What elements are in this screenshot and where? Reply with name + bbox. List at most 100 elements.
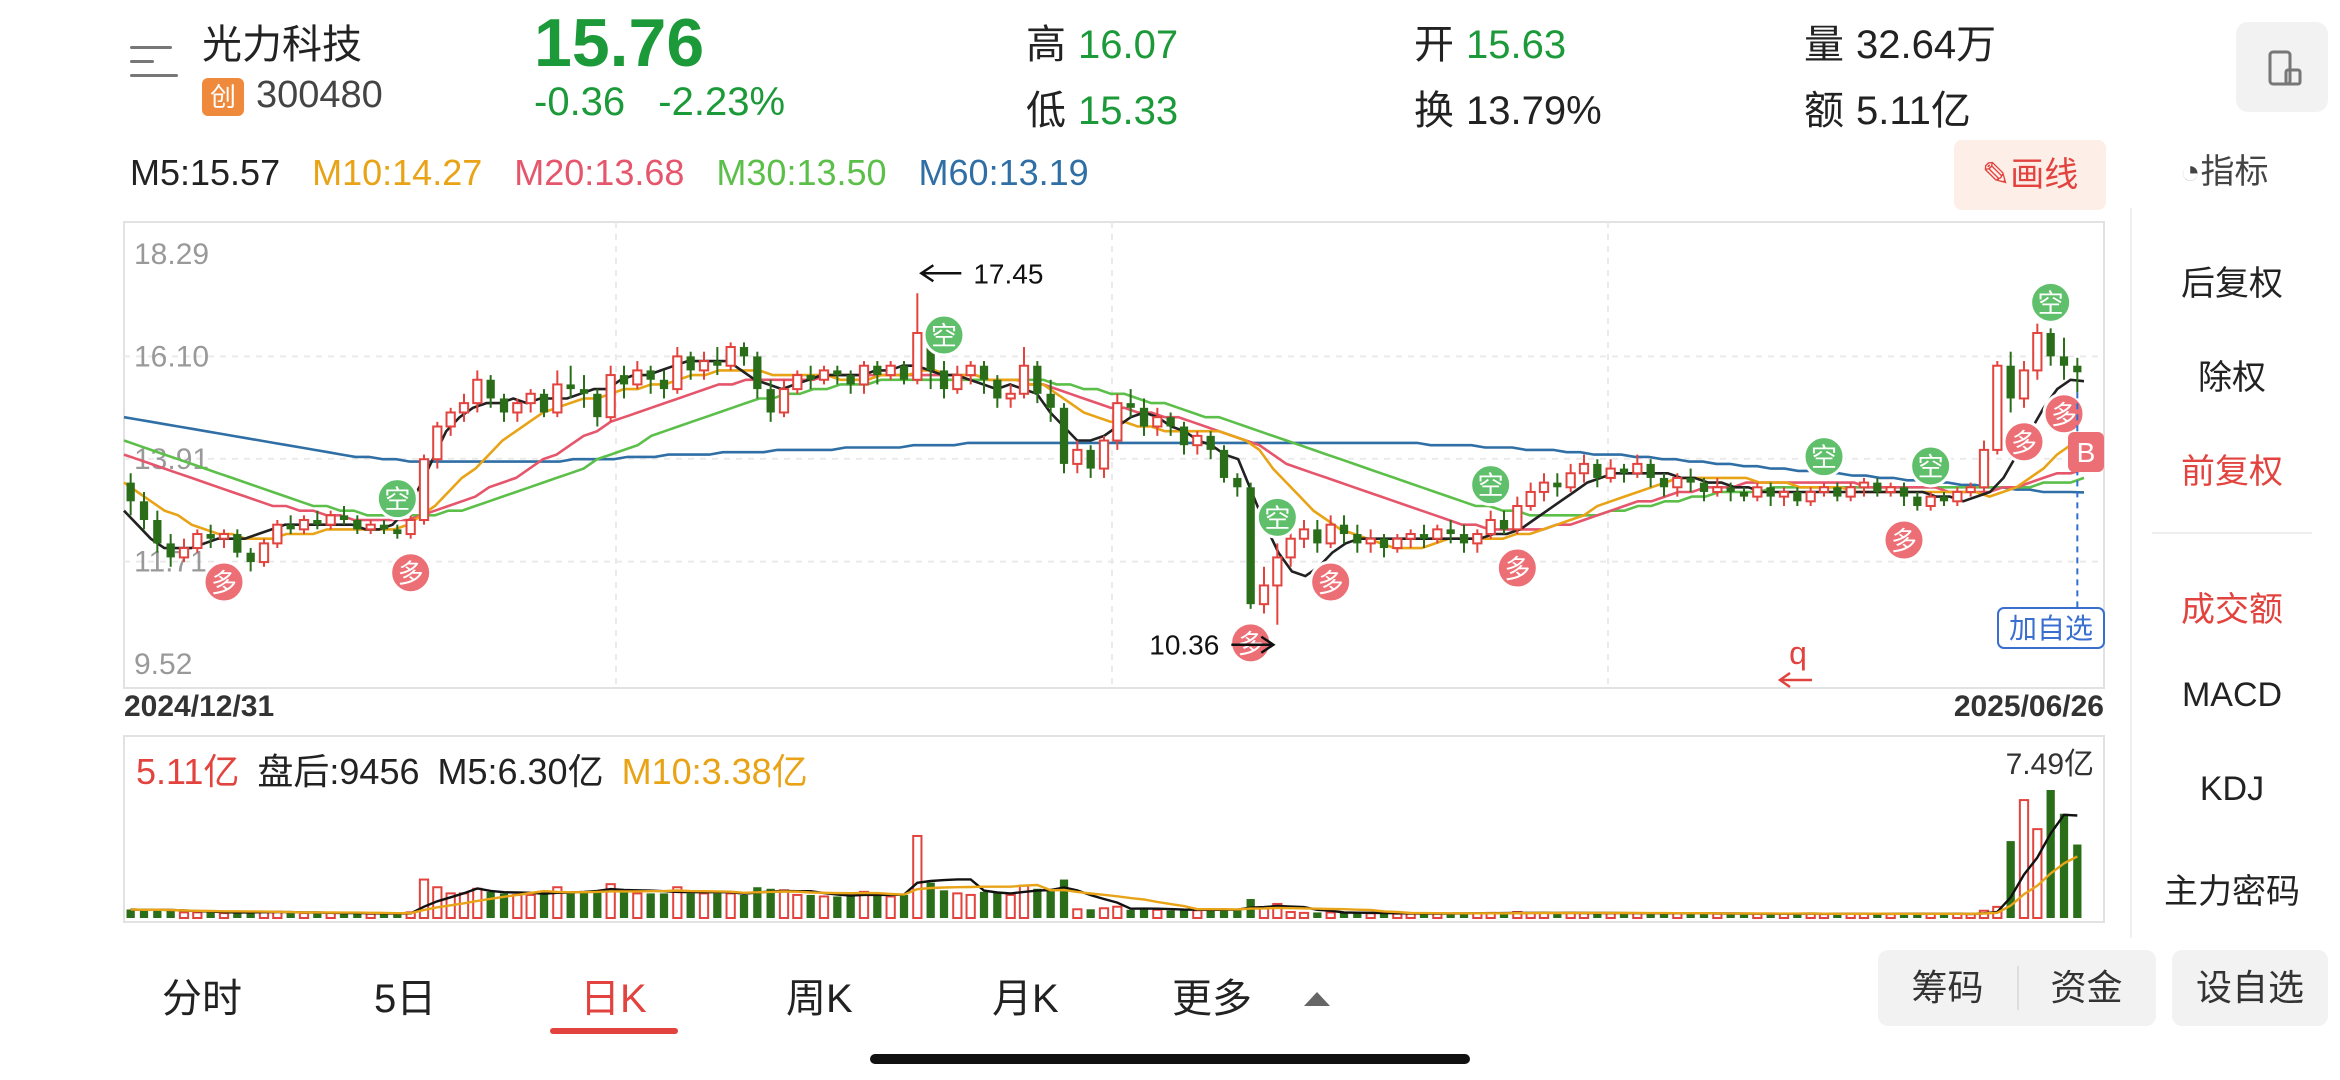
candle-body [698,360,710,372]
candle-body [552,383,563,414]
volume-bar [1298,911,1310,920]
volume-max-label: 7.49亿 [2006,748,2094,781]
volume-bar [1553,913,1562,918]
volume-bar [1459,912,1469,918]
tab-weekly-k[interactable]: 周K [786,977,853,1021]
volume-bar [1379,913,1389,918]
candle-body [778,388,790,414]
volume-bar [1192,909,1203,920]
tab-intraday[interactable]: 分时 [162,977,242,1021]
candle-body [1472,533,1483,545]
volume-bar [458,892,470,919]
side-item-ex-rights[interactable]: 除权 [2198,359,2266,397]
candle-body [725,346,736,367]
volume-bar [486,891,495,918]
volume-bar [472,887,483,920]
tab-5day[interactable]: 5日 [374,977,437,1021]
high-arrow-icon [919,264,935,283]
candle-body [979,365,989,380]
candle-body [458,402,470,414]
add-favorite-label: 加自选 [2009,613,2093,644]
tab-monthly-k[interactable]: 月K [992,977,1059,1021]
tab-daily-k[interactable]: 日K [580,977,647,1021]
volume-bar [1206,909,1215,918]
active-tab-underline [550,1028,678,1034]
chips-button[interactable]: 筹码 [1911,967,1984,1008]
funds-button[interactable]: 资金 [2050,967,2123,1008]
side-divider [2152,532,2312,534]
candle-body [233,534,242,553]
tab-more[interactable]: 更多 [1172,977,1252,1021]
volume-m10-line [130,855,2078,915]
volume-bar [1219,908,1229,918]
candle-body [659,379,669,390]
set-favorite-button[interactable]: 设自选 [2172,950,2328,1026]
volume-bar [806,894,815,918]
side-item-turnover-amount[interactable]: 成交额 [2181,591,2283,629]
side-item-macd[interactable]: MACD [2181,676,2283,714]
low-arrow-icon [1260,635,1276,654]
volume-bar [1126,909,1135,918]
signal-label: 空 [1478,471,1504,501]
candle-body [1392,537,1403,550]
volume-bar [539,893,549,918]
candle-body [1152,416,1163,428]
chips-funds-group: 筹码 资金 [1878,950,2156,1026]
candle-body [818,369,830,381]
volume-bar [713,893,722,918]
volume-bar [233,911,242,918]
signal-label: 多 [211,568,237,598]
volume-bar [593,890,602,918]
menu-icon[interactable] [130,42,178,82]
signal-label: 多 [1891,526,1917,556]
side-item-forward-adjusted[interactable]: 前复权 [2181,453,2283,491]
home-indicator[interactable] [870,1054,1470,1064]
volume-bar [1593,912,1602,918]
q-arrow-icon [1777,671,1791,689]
candle-body [1485,519,1496,536]
side-item-back-adjusted[interactable]: 后复权 [2181,265,2283,303]
volume-bar [1699,913,1709,918]
side-item-kdj[interactable]: KDJ [2199,770,2265,808]
volume-bar [192,911,203,919]
volume-bar [1659,913,1669,918]
volume-bar [1899,913,1909,918]
side-item-main-code[interactable]: 主力密码 [2164,873,2300,911]
candle-body [2032,332,2043,372]
draw-line-button[interactable]: ✎画线 [1954,140,2106,210]
volume-bar [2018,799,2030,919]
volume-bar [1726,913,1735,918]
volume-bar [525,893,536,920]
stat-volume: 量 32.64万 [1804,23,1997,67]
volume-bar [1686,913,1695,918]
candle-body [1166,417,1175,427]
stock-name: 光力科技 [202,23,362,67]
caret-up-icon[interactable] [1304,992,1330,1006]
candle-body [1646,463,1655,478]
candle-body [1525,490,1536,507]
volume-bar [286,913,295,918]
candle-body [1018,364,1030,395]
phone-rotate-button[interactable] [2236,22,2328,112]
volume-bar [2046,790,2055,918]
candle-body [1565,472,1576,489]
phone-rotate-icon [2268,50,2302,86]
stat-high: 高 16.07 [1026,23,1179,67]
volume-bar [1646,912,1655,918]
candle-body [1298,528,1310,540]
volume-bar [246,912,255,918]
candle-body [153,520,162,544]
candle-body [1818,486,1830,493]
candle-body [1285,537,1296,559]
y-tick-label: 9.52 [134,648,192,681]
short-signal-icon [1469,463,1513,507]
candle-body [1499,520,1509,530]
indicator-button[interactable]: ◔指标 [2180,153,2269,191]
signal-label: 空 [384,485,410,515]
candle-body [1112,402,1123,442]
signal-label: 多 [1318,568,1344,598]
volume-bar [926,882,935,918]
candle-body [432,425,443,461]
volume-bar [1353,912,1362,918]
